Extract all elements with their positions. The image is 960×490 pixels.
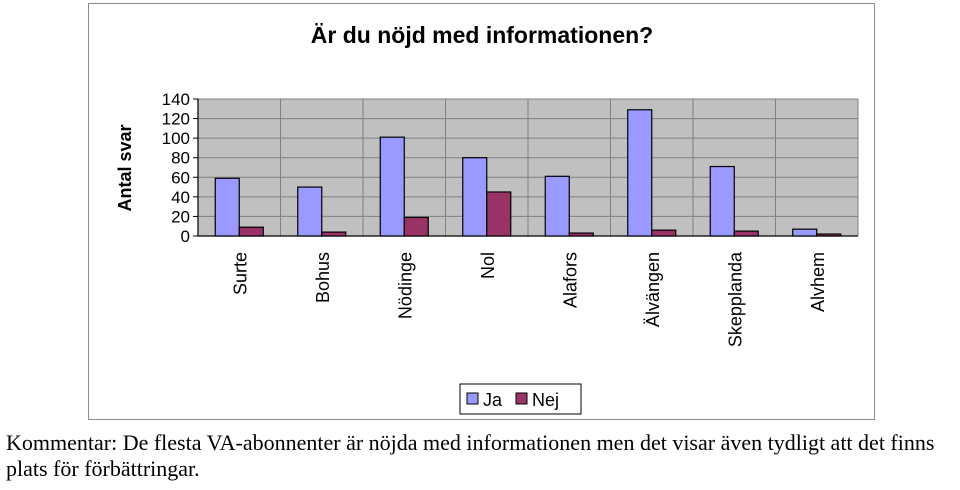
bar-nej-3: [486, 191, 512, 237]
bar-ja-5: [627, 109, 653, 237]
bar-nej-6: [733, 230, 759, 237]
bar-nej-4: [568, 232, 594, 237]
bar-ja-2: [379, 136, 405, 237]
y-tick-label: 0: [181, 227, 190, 246]
x-tick-label: Alafors: [560, 252, 580, 308]
bar-ja-7: [792, 228, 818, 237]
bar-nej-5: [651, 229, 677, 237]
y-tick-label: 100: [162, 129, 190, 148]
bar-chart: Är du nöjd med informationen? Antal svar…: [115, 22, 859, 415]
bar-ja-3: [462, 157, 488, 237]
chart-title: Är du nöjd med informationen?: [311, 22, 653, 48]
bar-nej-1: [321, 231, 347, 237]
x-tick-label: Nödinge: [395, 252, 415, 319]
y-tick-label: 140: [162, 90, 190, 109]
x-tick-label: Älvängen: [643, 252, 663, 327]
bar-ja-1: [297, 186, 323, 237]
x-tick-label: Skepplanda: [725, 251, 745, 347]
y-tick-label: 40: [171, 188, 190, 207]
x-tick-label: Nol: [478, 252, 498, 279]
y-tick-label: 80: [171, 149, 190, 168]
chart-frame: Är du nöjd med informationen? Antal svar…: [88, 3, 875, 420]
legend-swatch-nej: [515, 392, 528, 405]
legend-swatch-ja: [466, 392, 479, 405]
bar-ja-0: [214, 177, 240, 237]
y-tick-label: 120: [162, 110, 190, 129]
x-tick-label: Alvhem: [808, 252, 828, 312]
bar-ja-4: [544, 175, 570, 237]
y-tick-label: 60: [171, 168, 190, 187]
bar-ja-6: [709, 165, 735, 237]
y-tick-label: 20: [171, 207, 190, 226]
legend-label-nej: Nej: [532, 390, 559, 410]
comment-text: Kommentar: De flesta VA-abonnenter är nö…: [6, 430, 935, 481]
legend-label-ja: Ja: [483, 390, 503, 410]
bar-nej-0: [238, 226, 264, 237]
x-tick-label: Bohus: [313, 252, 333, 303]
bar-nej-2: [403, 216, 429, 237]
x-tick-label: Surte: [230, 252, 250, 295]
bar-nej-7: [816, 233, 842, 237]
legend: Ja Nej: [459, 383, 582, 415]
y-axis-label: Antal svar: [115, 124, 135, 211]
